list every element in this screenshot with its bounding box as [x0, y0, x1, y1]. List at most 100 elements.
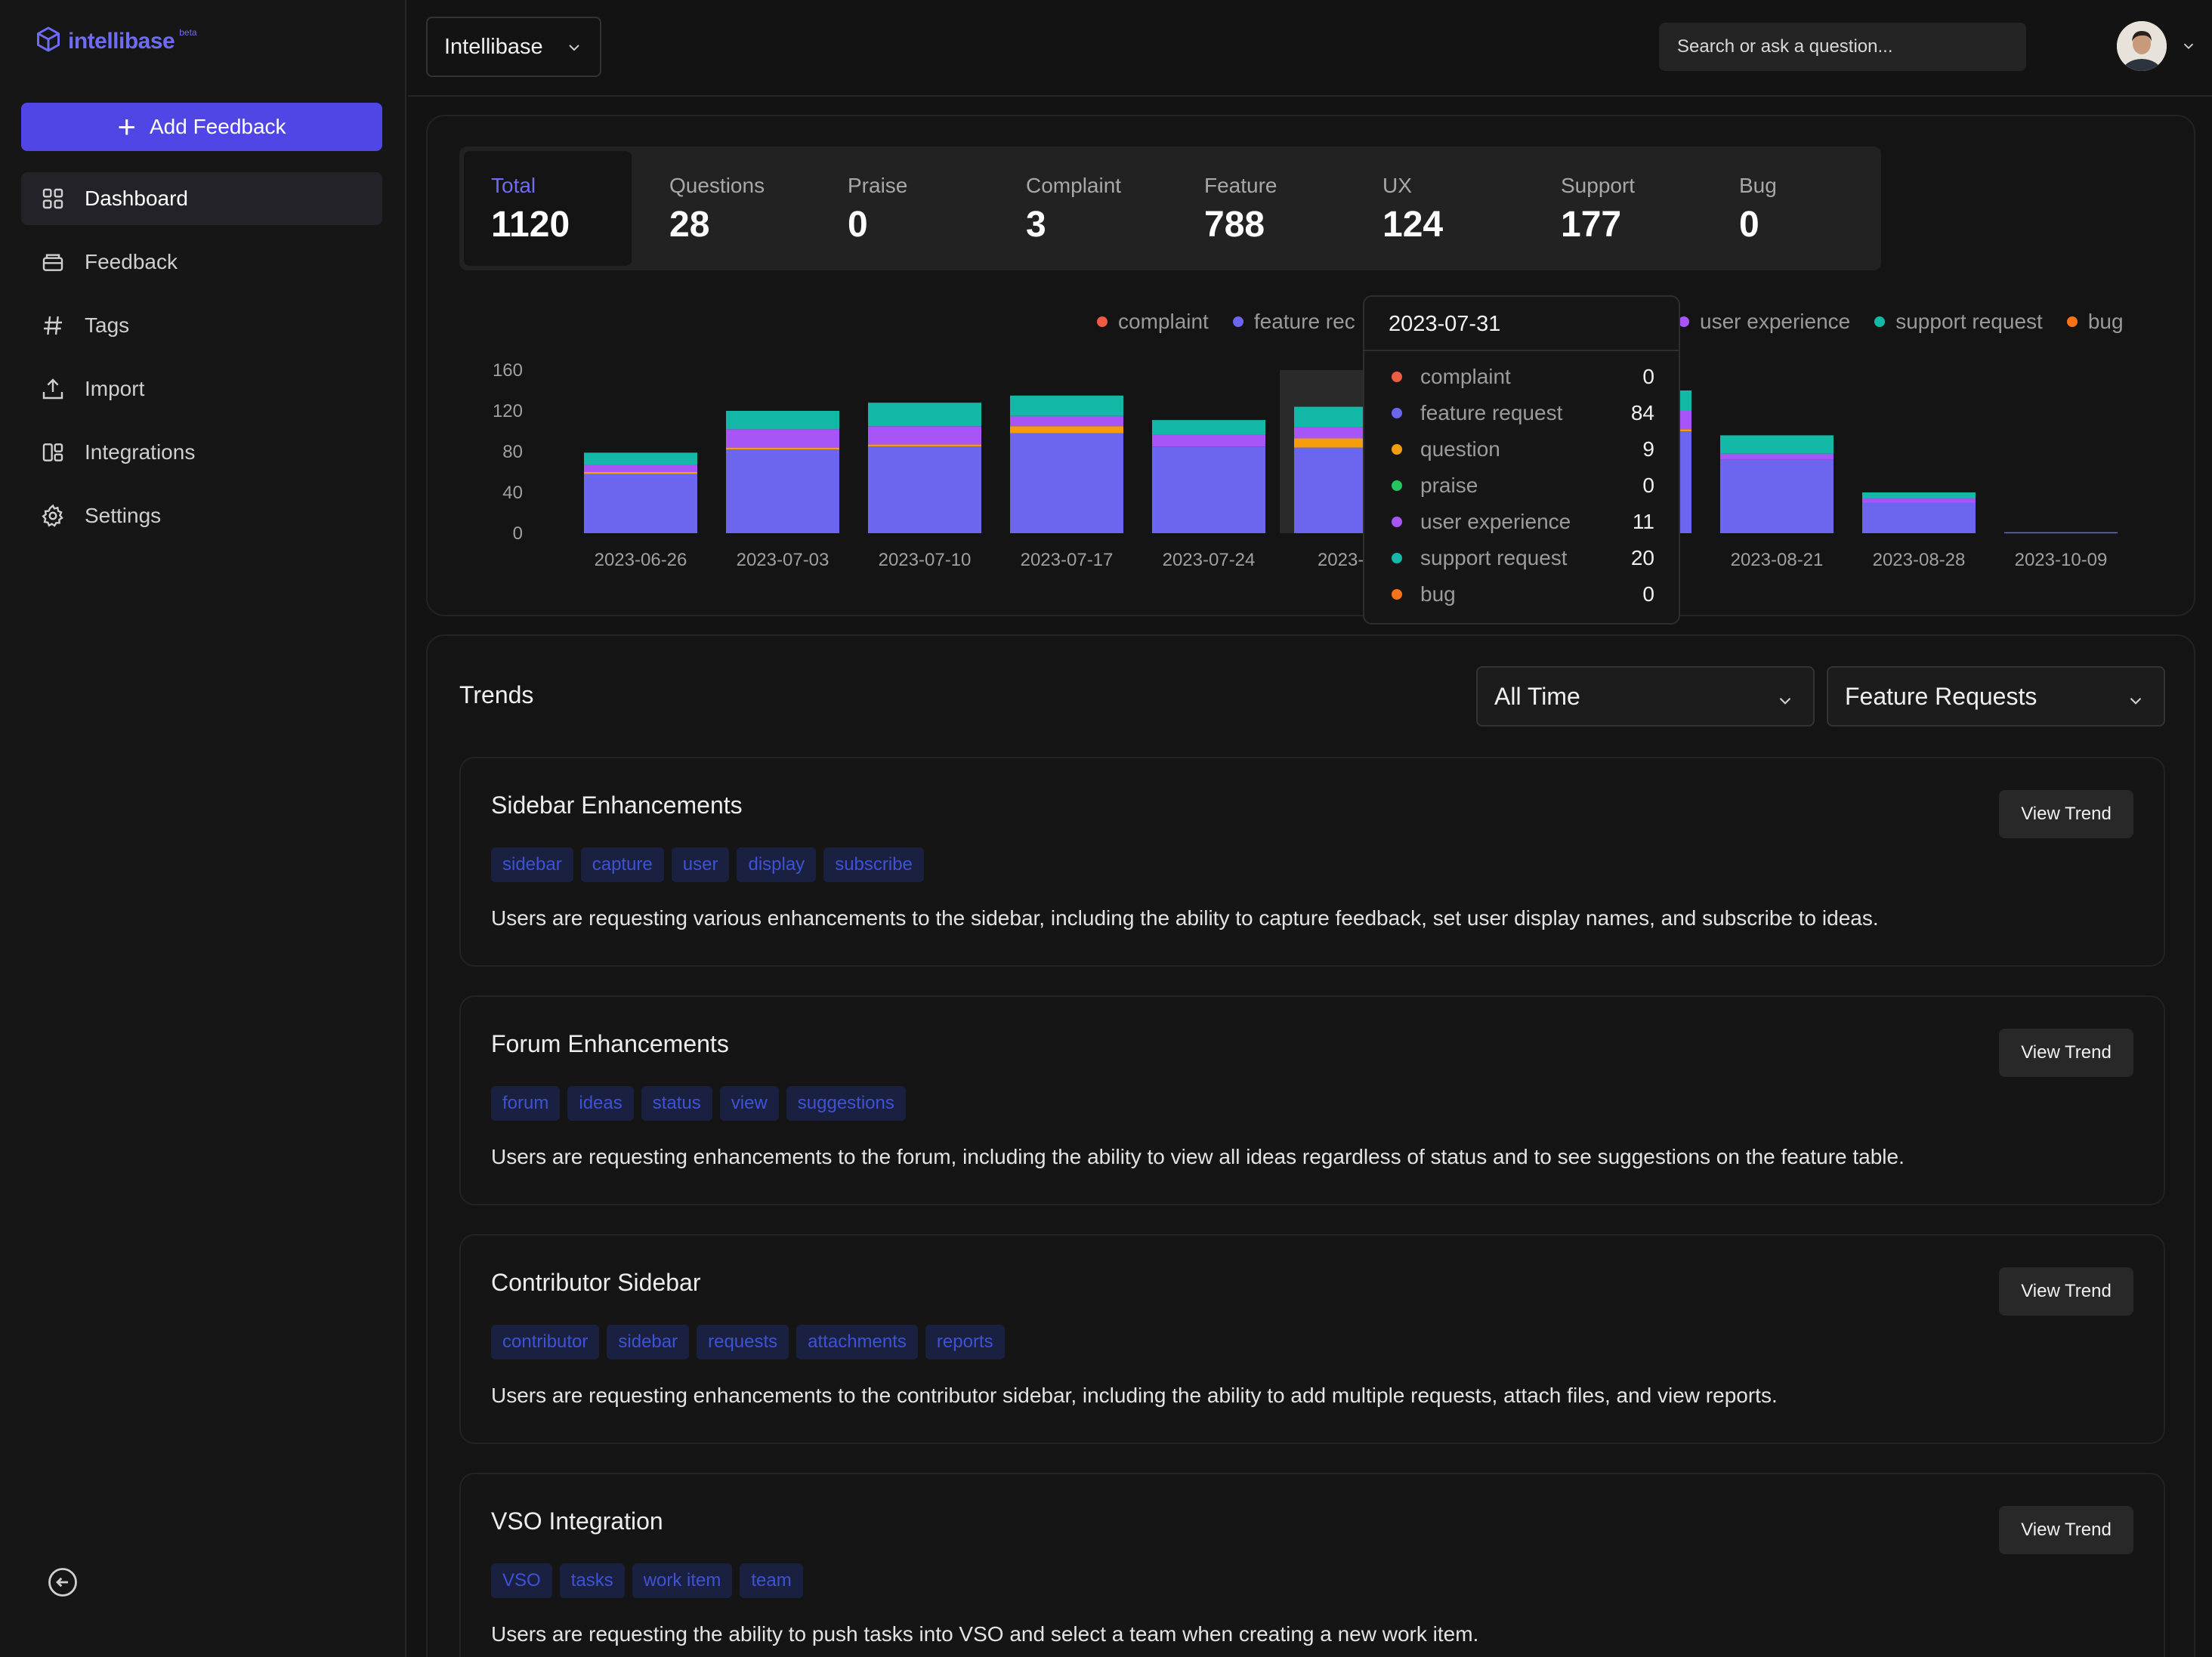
tag[interactable]: user — [671, 847, 730, 882]
bar-segment-support-request[interactable] — [1152, 420, 1265, 435]
tag[interactable]: tasks — [559, 1563, 625, 1598]
stat-tab-questions[interactable]: Questions 28 — [642, 151, 810, 266]
bar-segment-question[interactable] — [584, 472, 697, 474]
tag[interactable]: team — [740, 1563, 803, 1598]
y-tick-label: 160 — [493, 360, 523, 381]
bar-segment-feature-request[interactable] — [1720, 459, 1834, 533]
sidebar-item-label: Settings — [85, 504, 162, 527]
x-tick-label: 2023-07-03 — [737, 550, 830, 570]
bar-segment-feature-request[interactable] — [868, 446, 981, 533]
tag[interactable]: VSO — [491, 1563, 552, 1598]
tag[interactable]: contributor — [491, 1325, 600, 1359]
tooltip-row: complaint 0 — [1364, 359, 1679, 395]
legend-item-bug[interactable]: bug — [2066, 310, 2124, 334]
legend-item-feature-request[interactable]: feature rec — [1232, 310, 1355, 334]
view-trend-button[interactable]: View Trend — [1999, 1506, 2133, 1554]
bar-segment-feature-request[interactable] — [1862, 502, 1976, 534]
legend-item-complaint[interactable]: complaint — [1097, 310, 1209, 334]
workspace-selector[interactable]: Intellibase — [426, 17, 601, 77]
view-trend-button[interactable]: View Trend — [1999, 1267, 2133, 1316]
stat-label: Total — [491, 174, 536, 197]
tag[interactable]: requests — [697, 1325, 789, 1359]
search-input[interactable] — [1659, 23, 2026, 71]
stat-tab-support[interactable]: Support 177 — [1534, 151, 1701, 266]
tooltip-dot — [1392, 444, 1402, 455]
tag[interactable]: forum — [491, 1086, 561, 1121]
sidebar-item-tags[interactable]: Tags — [21, 299, 382, 352]
bar-segment-feature-request[interactable] — [1010, 433, 1123, 533]
bar-segment-user-experience[interactable] — [1862, 498, 1976, 503]
category-filter-value: Feature Requests — [1845, 682, 2037, 710]
bar-segment-support-request[interactable] — [1862, 492, 1976, 499]
bar-segment-question[interactable] — [868, 444, 981, 447]
stat-tab-ux[interactable]: UX 124 — [1355, 151, 1523, 266]
stat-tab-praise[interactable]: Praise 0 — [820, 151, 988, 266]
tooltip-series: bug — [1420, 582, 1456, 606]
tooltip-row: bug 0 — [1364, 576, 1679, 613]
bar-segment-support-request[interactable] — [868, 403, 981, 427]
tag[interactable]: ideas — [567, 1086, 634, 1121]
bar-segment-support-request[interactable] — [1720, 435, 1834, 454]
bar-segment-user-experience[interactable] — [868, 426, 981, 445]
bar-segment-feature-request[interactable] — [584, 474, 697, 533]
tooltip-dot — [1392, 517, 1402, 527]
category-filter-select[interactable]: Feature Requests — [1827, 666, 2165, 727]
bar-segment-support-request[interactable] — [584, 452, 697, 465]
chevron-down-icon[interactable] — [2180, 38, 2197, 58]
trend-card: VSO Integration VSO tasks work item team… — [459, 1473, 2165, 1657]
tag[interactable]: reports — [925, 1325, 1005, 1359]
tooltip-row: support request 20 — [1364, 540, 1679, 576]
tag[interactable]: display — [737, 847, 817, 882]
stat-tab-total[interactable]: Total 1120 — [464, 151, 632, 266]
sidebar-item-import[interactable]: Import — [21, 363, 382, 415]
workspace-name: Intellibase — [444, 34, 543, 59]
stat-tabs: Total 1120 Questions 28 Praise 0 Complai… — [459, 147, 1881, 270]
tag[interactable]: sidebar — [491, 847, 573, 882]
time-filter-select[interactable]: All Time — [1476, 666, 1815, 727]
collapse-sidebar-button[interactable] — [47, 1566, 79, 1598]
bar-segment-support-request[interactable] — [726, 411, 839, 430]
tag[interactable]: subscribe — [823, 847, 924, 882]
bar-segment-question[interactable] — [726, 447, 839, 450]
view-trend-button[interactable]: View Trend — [1999, 790, 2133, 838]
chevron-down-icon — [1775, 689, 1795, 717]
bar-segment-user-experience[interactable] — [726, 429, 839, 448]
plus-icon: + — [117, 109, 136, 144]
y-tick-label: 0 — [513, 523, 523, 544]
legend-item-user-experience[interactable]: user experience — [1679, 310, 1850, 334]
bar-segment-support-request[interactable] — [1010, 395, 1123, 416]
avatar[interactable] — [2117, 21, 2167, 71]
view-trend-button[interactable]: View Trend — [1999, 1029, 2133, 1077]
stat-tab-complaint[interactable]: Complaint 3 — [999, 151, 1166, 266]
sidebar-item-label: Tags — [85, 313, 130, 337]
bar-segment-feature-request[interactable] — [726, 449, 839, 533]
tag[interactable]: work item — [632, 1563, 733, 1598]
sidebar-item-feedback[interactable]: Feedback — [21, 236, 382, 289]
bar-segment-user-experience[interactable] — [1152, 434, 1265, 447]
add-feedback-button[interactable]: + Add Feedback — [21, 103, 382, 151]
stat-tab-bug[interactable]: Bug 0 — [1712, 151, 1880, 266]
tag[interactable]: status — [641, 1086, 712, 1121]
bar-segment-question[interactable] — [1010, 426, 1123, 434]
sidebar-item-dashboard[interactable]: Dashboard — [21, 172, 382, 225]
tag[interactable]: sidebar — [607, 1325, 690, 1359]
logo[interactable]: intellibase beta — [35, 26, 197, 57]
sidebar-item-integrations[interactable]: Integrations — [21, 426, 382, 479]
tag[interactable]: view — [719, 1086, 779, 1121]
trend-description: Users are requesting enhancements to the… — [491, 1145, 1905, 1168]
bar-segment-user-experience[interactable] — [584, 464, 697, 472]
legend-item-support-request[interactable]: support request — [1874, 310, 2043, 334]
tooltip-dot — [1392, 480, 1402, 491]
bar-segment-user-experience[interactable] — [1010, 415, 1123, 427]
tag[interactable]: suggestions — [786, 1086, 906, 1121]
tag[interactable]: capture — [580, 847, 664, 882]
trends-card: Trends All Time Feature Requests Sidebar… — [426, 634, 2195, 1657]
integrations-icon — [39, 439, 66, 466]
bar-segment-user-experience[interactable] — [1720, 453, 1834, 460]
tooltip-value: 20 — [1630, 546, 1654, 569]
bar-segment-feature-request[interactable] — [2004, 532, 2118, 534]
sidebar-item-settings[interactable]: Settings — [21, 489, 382, 542]
bar-segment-feature-request[interactable] — [1152, 446, 1265, 533]
stat-tab-feature[interactable]: Feature 788 — [1177, 151, 1345, 266]
tag[interactable]: attachments — [796, 1325, 918, 1359]
